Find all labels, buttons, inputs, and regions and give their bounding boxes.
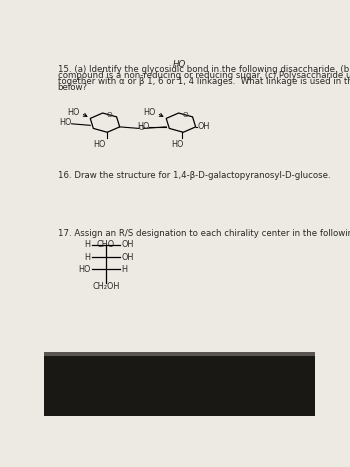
Text: O: O (139, 126, 144, 131)
Text: O: O (183, 112, 188, 118)
Text: HO: HO (78, 265, 90, 274)
Text: together with α or β 1, 6 or 1, 4 linkages.  What linkage is used in the disacch: together with α or β 1, 6 or 1, 4 linkag… (58, 78, 350, 86)
Text: HO: HO (67, 108, 79, 117)
Text: 17. Assign an R/S designation to each chirality center in the following compound: 17. Assign an R/S designation to each ch… (58, 229, 350, 238)
Text: H: H (121, 265, 127, 274)
Text: H: H (84, 253, 90, 262)
Text: O: O (107, 112, 112, 118)
Text: HO: HO (172, 140, 184, 149)
Text: HO: HO (93, 140, 106, 149)
Text: HO: HO (143, 108, 155, 117)
Text: CHO: CHO (97, 240, 115, 249)
Text: CH₂OH: CH₂OH (92, 282, 119, 290)
Text: HO: HO (59, 118, 72, 127)
Text: OH: OH (121, 253, 134, 262)
Text: H: H (84, 240, 90, 249)
Text: HO: HO (137, 121, 149, 131)
Text: 16. Draw the structure for 1,4-β-D-galactopyranosyl-D-glucose.: 16. Draw the structure for 1,4-β-D-galac… (58, 171, 330, 180)
Bar (44, 356, 315, 416)
Text: OH: OH (197, 121, 210, 131)
Text: HO: HO (173, 60, 186, 69)
Text: 15. (a) Identify the glycosidic bond in the following disaccharide. (b) Decide w: 15. (a) Identify the glycosidic bond in … (58, 65, 350, 74)
Bar (44, 352, 315, 356)
Text: OH: OH (121, 240, 134, 249)
Text: compound is a non-reducing or reducing sugar. (c) Polysaccharide units are usual: compound is a non-reducing or reducing s… (58, 71, 350, 80)
Text: below?: below? (58, 83, 88, 92)
